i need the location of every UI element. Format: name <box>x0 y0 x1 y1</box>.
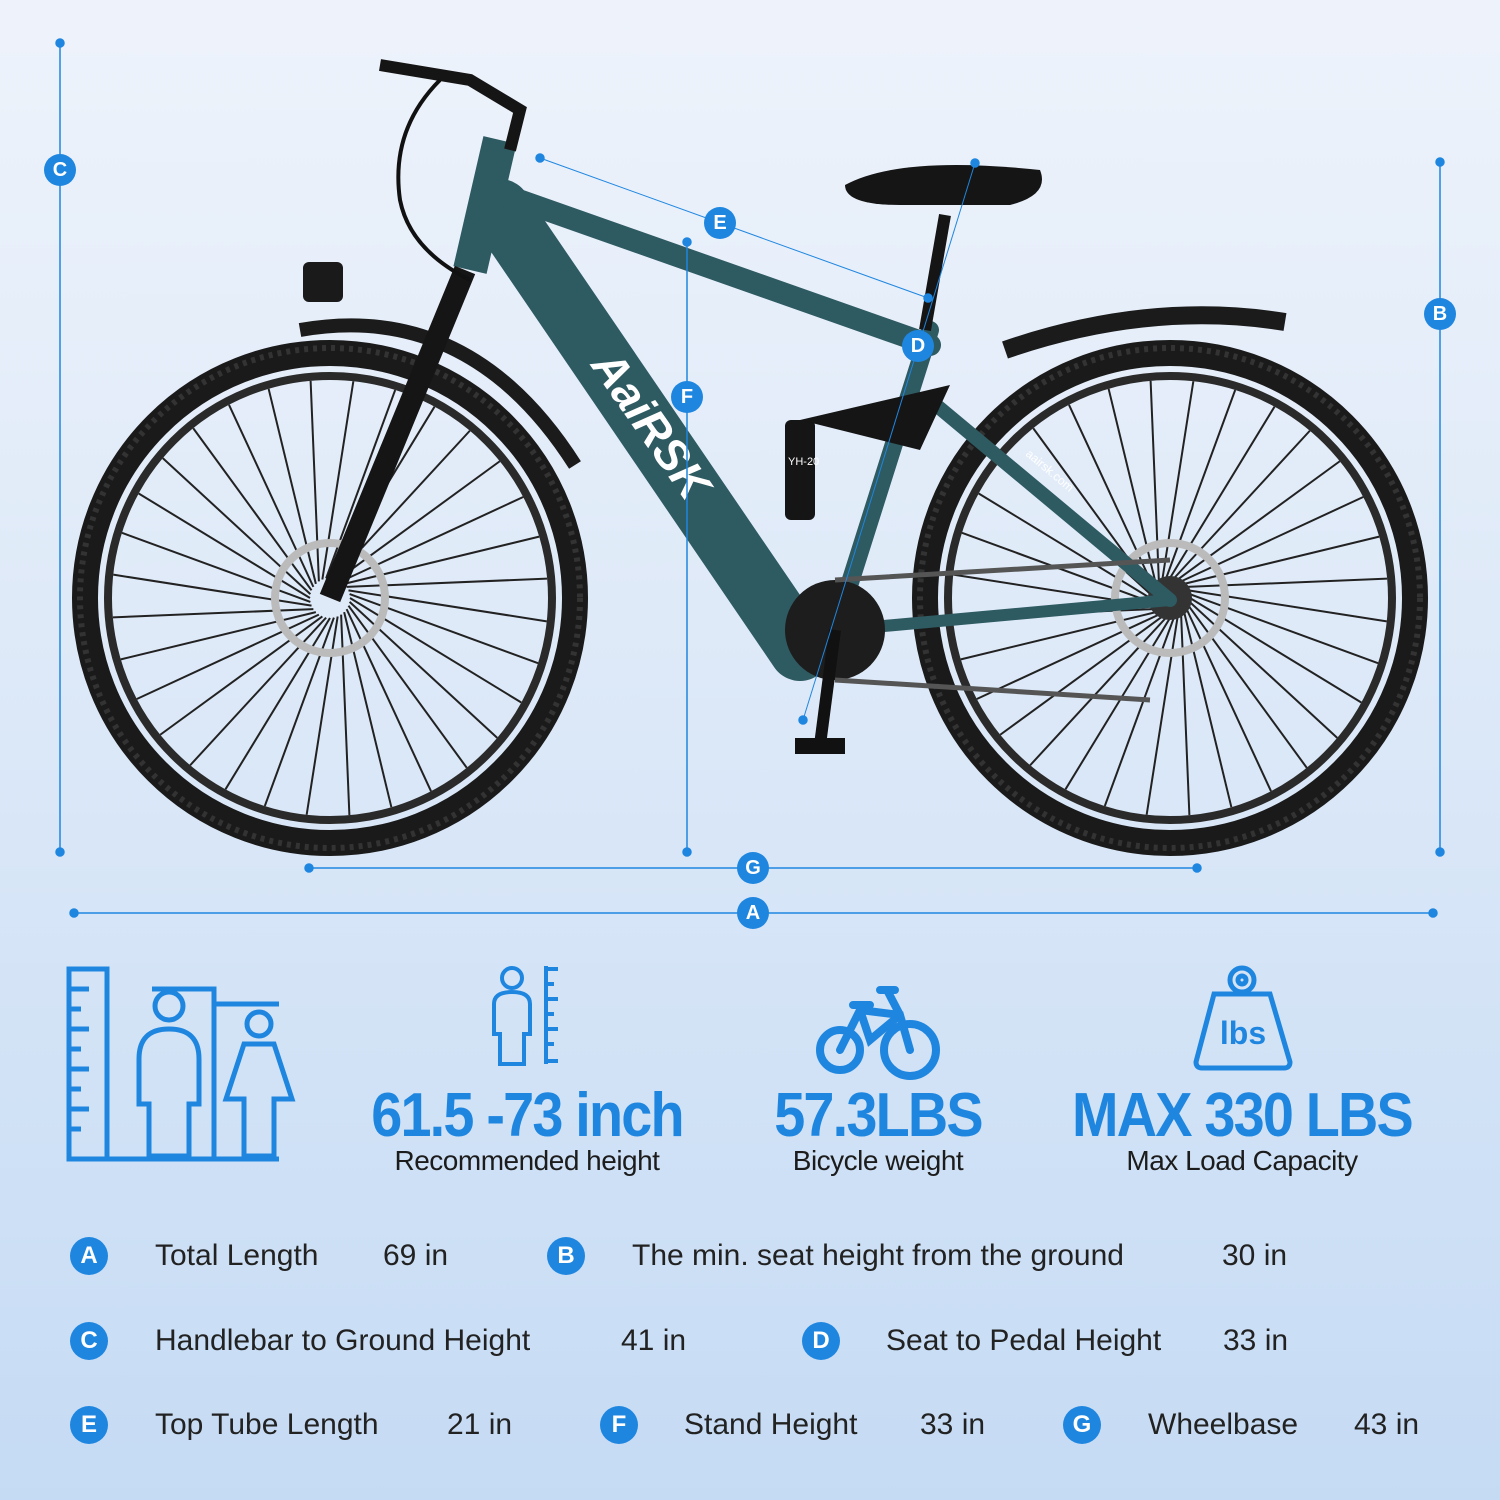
front-fender <box>298 318 581 469</box>
spec-label: Stand Height <box>684 1408 858 1441</box>
stat-value: 61.5 -73 inch <box>371 1081 684 1150</box>
marker-f: F <box>671 381 703 413</box>
spoke <box>162 457 312 595</box>
marker-e: E <box>704 207 736 239</box>
dim-line-d <box>802 162 976 721</box>
spoke <box>309 380 320 582</box>
spec-value: 69 in <box>383 1239 449 1272</box>
spoke <box>1186 577 1388 588</box>
shock-text: YH-20 <box>788 456 819 468</box>
spec-badge: G <box>1063 1406 1101 1444</box>
spec-label: Total Length <box>155 1239 319 1272</box>
rear-fender <box>1002 306 1287 359</box>
height-chart-icon <box>66 966 296 1162</box>
bicycle-icon <box>816 986 940 1080</box>
stat-value: MAX 330 LBS <box>1072 1081 1414 1150</box>
spoke <box>348 601 498 739</box>
handlebar <box>379 59 527 152</box>
weight-icon-text: lbs <box>1220 1015 1266 1051</box>
spec-label: Handlebar to Ground Height <box>155 1324 531 1357</box>
spec-badge: F <box>600 1406 638 1444</box>
marker-d: D <box>902 330 934 362</box>
person-height-icon <box>492 966 558 1066</box>
spec-value: 43 in <box>1354 1408 1420 1441</box>
spoke <box>346 577 548 588</box>
head-tube <box>453 136 517 274</box>
stat-label: Max Load Capacity <box>1126 1145 1358 1176</box>
spoke <box>189 616 327 766</box>
stat-max-load: MAX 330 LBS Max Load Capacity <box>1053 1080 1431 1177</box>
spec-label: Seat to Pedal Height <box>886 1324 1162 1357</box>
spec-badge: C <box>70 1322 108 1360</box>
spoke <box>1188 601 1338 739</box>
marker-c: C <box>44 154 76 186</box>
spoke <box>340 614 351 816</box>
spoke <box>1149 380 1160 582</box>
chain <box>834 557 1171 703</box>
spec-value: 33 in <box>1223 1324 1289 1357</box>
spec-value: 30 in <box>1222 1239 1288 1272</box>
stat-label: Recommended height <box>394 1145 660 1176</box>
marker-g: G <box>737 852 769 884</box>
rear-wheel <box>912 340 1428 856</box>
bike-frame <box>469 179 1177 681</box>
spoke <box>112 608 314 619</box>
spec-label: Top Tube Length <box>155 1408 379 1441</box>
saddle <box>845 165 1042 205</box>
spec-value: 21 in <box>447 1408 513 1441</box>
spec-badge: D <box>802 1322 840 1360</box>
bike-dimension-diagram: AaiRSK aairsk.com YH-20 <box>55 38 1445 918</box>
front-fork <box>319 265 476 603</box>
stat-recommended-height: 61.5 -73 inch Recommended height <box>354 1080 700 1177</box>
spec-badge: A <box>70 1237 108 1275</box>
marker-b: B <box>1424 298 1456 330</box>
spec-label: The min. seat height from the ground <box>632 1239 1124 1272</box>
weight-lbs-icon: lbs <box>1193 965 1293 1071</box>
spoke <box>1180 614 1191 816</box>
bike-illustration: AaiRSK aairsk.com YH-20 <box>72 59 1428 856</box>
spec-value: 41 in <box>621 1324 687 1357</box>
spec-value: 33 in <box>920 1408 986 1441</box>
spec-badge: B <box>547 1237 585 1275</box>
headlight <box>303 262 343 302</box>
dimension-lines <box>55 38 1445 918</box>
spec-label: Wheelbase <box>1148 1408 1299 1441</box>
front-wheel <box>72 340 588 856</box>
stat-bicycle-weight: 57.3LBS Bicycle weight <box>763 1080 994 1177</box>
spoke <box>1173 430 1311 580</box>
spec-badge: E <box>70 1406 108 1444</box>
stat-value: 57.3LBS <box>774 1081 983 1150</box>
seat-post <box>919 213 951 332</box>
rear-shock <box>785 420 815 520</box>
marker-a: A <box>737 897 769 929</box>
stat-label: Bicycle weight <box>792 1145 964 1176</box>
